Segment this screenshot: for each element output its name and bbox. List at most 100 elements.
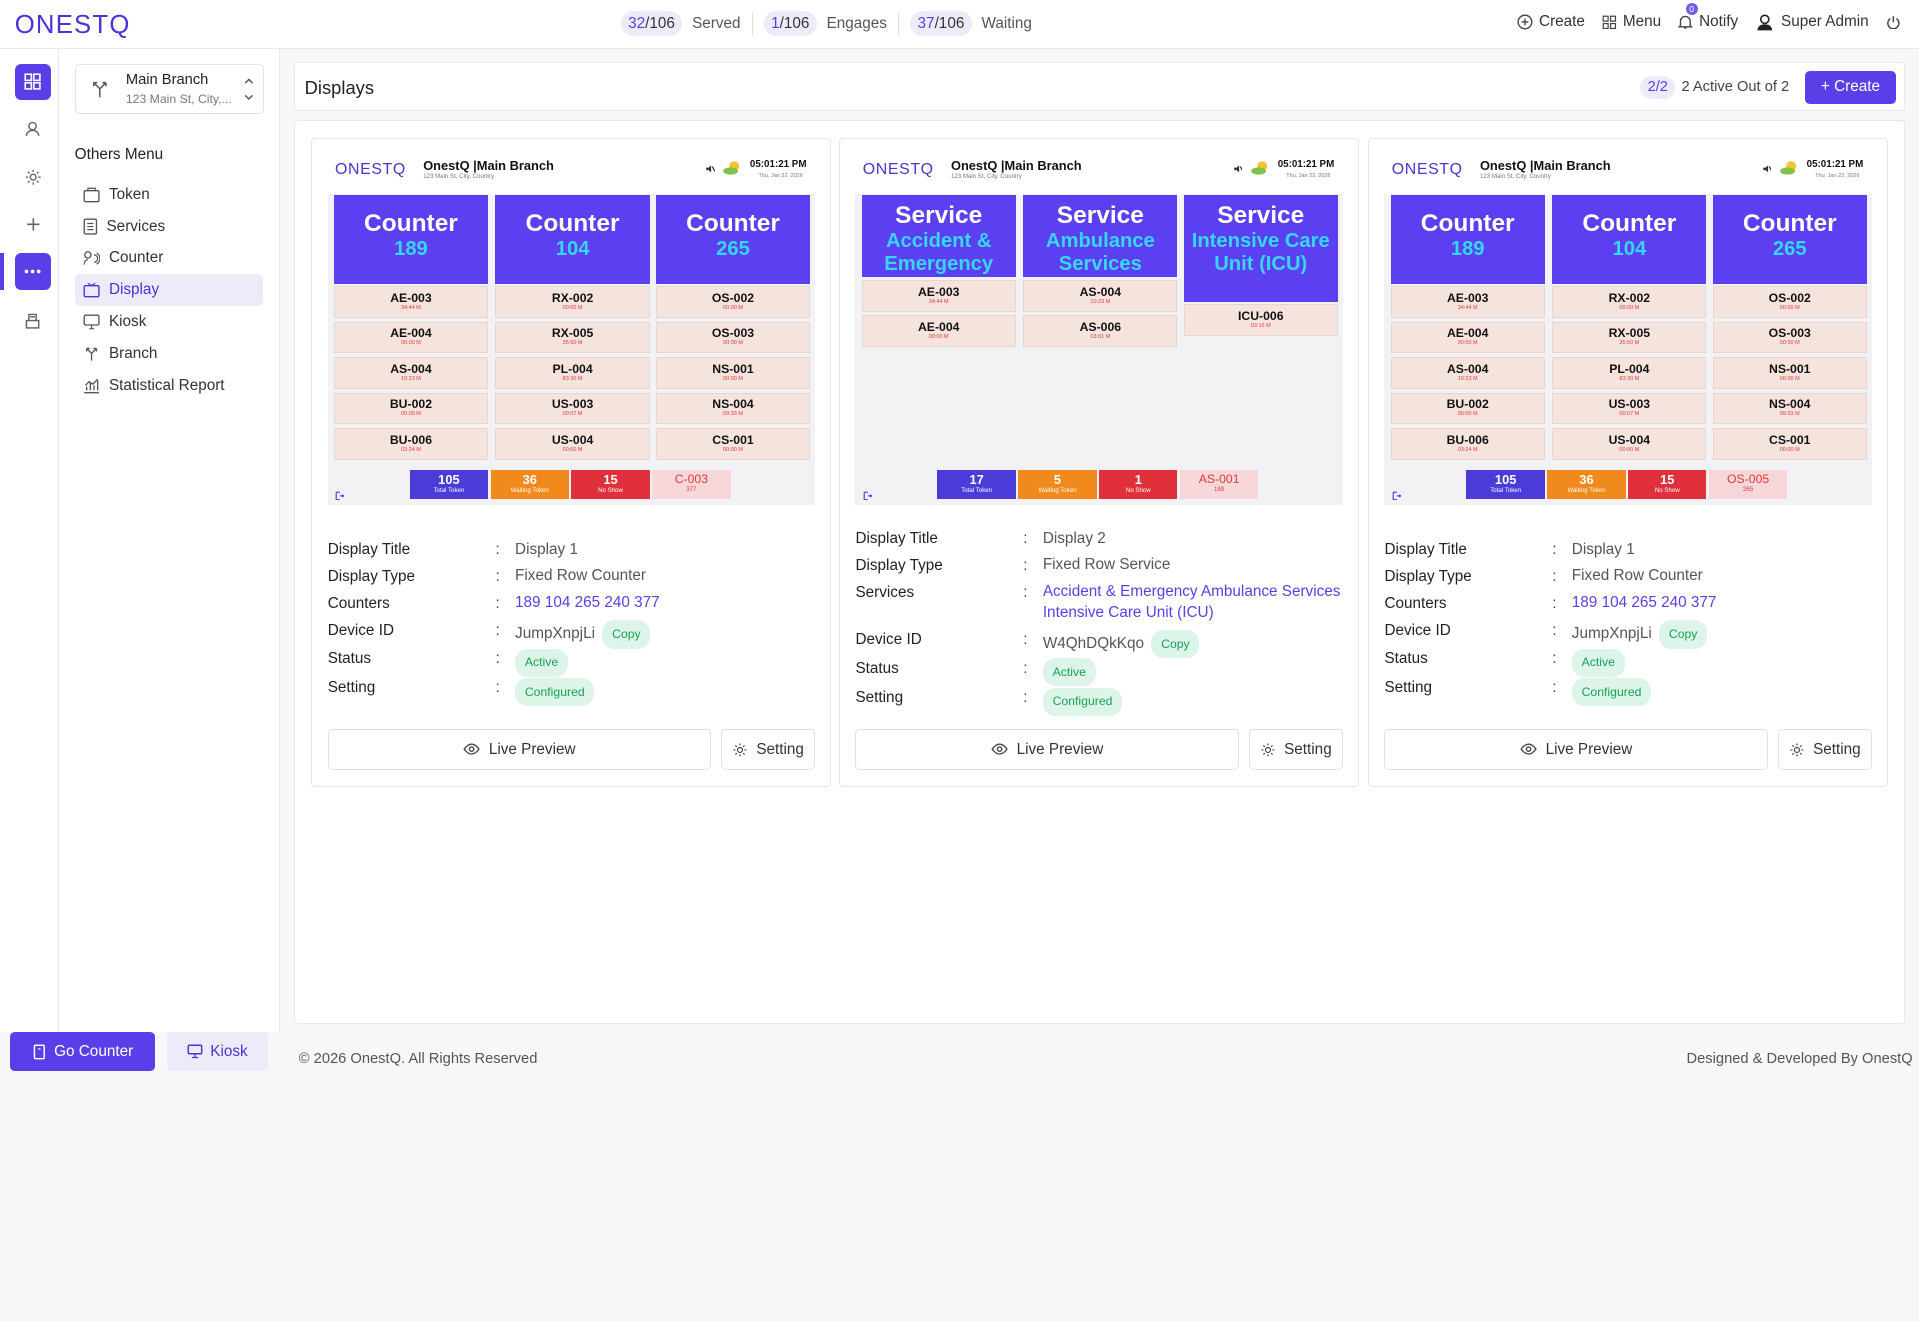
token-row: AS-004 10:23 M [1390, 357, 1545, 389]
token-time: 00:00 M [723, 446, 743, 453]
colon-separator: : [1552, 540, 1557, 558]
footer: © 2026 OnestQ. All Rights Reserved Desig… [280, 1038, 1918, 1080]
preview-date: Thu, Jan 22, 2026 [1286, 173, 1331, 180]
display-title-label: Display Title [855, 529, 938, 547]
app-logo[interactable]: ONESTQ [14, 11, 131, 40]
header-create-button[interactable]: Create [1517, 13, 1585, 31]
device-id-text: JumpXnpjLi [1571, 625, 1652, 643]
header-notify-button[interactable]: 0 Notify [1678, 3, 1738, 31]
sidebar-item-counter[interactable]: Counter [75, 242, 264, 274]
rail-dashboard-button[interactable] [14, 63, 52, 101]
display-title-label: Display Title [327, 540, 411, 558]
token-row: US-004 00:00 M [1552, 428, 1707, 460]
token-row: PL-004 83:30 M [495, 357, 650, 389]
sidebar-item-kiosk[interactable]: Kiosk [75, 306, 264, 338]
preview-time: 05:01:21 PM [1277, 158, 1335, 170]
stat-engages: 1/106 Engages [763, 11, 887, 37]
token-row: BU-006 03:24 M [333, 428, 489, 460]
token-time: 00:00 M [928, 334, 949, 341]
sidebar-item-services[interactable]: Services [75, 211, 264, 243]
colon-separator: : [1023, 688, 1028, 706]
summary-stat-box: 36 Waiting Token [490, 469, 569, 500]
preview-logo: ONESTQ [862, 161, 934, 179]
rail-add-button[interactable] [15, 206, 52, 243]
stat-value: C-003 [674, 472, 709, 487]
token-row: OS-003 00:00 M [655, 321, 811, 354]
setting-button[interactable]: Setting [1248, 729, 1343, 770]
services-icon [83, 218, 106, 235]
kiosk-button[interactable]: Kiosk [166, 1032, 269, 1072]
sidebar-item-branch[interactable]: Branch [75, 338, 264, 370]
copy-device-id-button[interactable]: Copy [602, 620, 651, 649]
plus-circle-icon [1517, 14, 1539, 30]
kiosk-icon [83, 314, 109, 330]
summary-stat-box: 15 No Show [571, 469, 650, 500]
setting-button[interactable]: Setting [720, 729, 816, 770]
mute-icon [1762, 164, 1772, 174]
displays-content: ONESTQ OnestQ |Main Branch 123 Main St, Ci… [293, 120, 1906, 1024]
services-list-value[interactable]: Accident & Emergency Ambulance Services … [1043, 582, 1343, 624]
token-number: OS-003 [711, 326, 755, 341]
report-icon [83, 378, 109, 394]
colon-separator: : [1023, 631, 1028, 649]
copy-device-id-button[interactable]: Copy [1659, 620, 1708, 649]
rail-ticket-button[interactable] [15, 302, 52, 339]
create-display-button[interactable]: + Create [1805, 70, 1896, 104]
icon-rail [0, 48, 59, 1033]
rail-settings-button[interactable] [15, 159, 52, 196]
display-type-value: Fixed Row Service [1043, 555, 1343, 576]
setting-button[interactable]: Setting [1777, 729, 1872, 770]
colon-separator: : [1552, 649, 1557, 667]
column-title: Service [1217, 201, 1305, 229]
stat-value: 5 [1053, 472, 1062, 488]
go-counter-button[interactable]: Go Counter [9, 1032, 156, 1072]
logout-button[interactable] [1886, 15, 1907, 30]
token-time: 10:23 M [401, 375, 421, 382]
token-time: 34:44 M [1457, 304, 1478, 311]
counters-list-value[interactable]: 189 104 265 240 377 [515, 593, 815, 614]
token-number: NS-004 [712, 397, 754, 412]
setting-status-badge: Configured [1042, 687, 1123, 716]
page-title-bar: Displays 2/2 2 Active Out of 2 + Create [293, 62, 1906, 112]
token-row: PL-004 83:30 M [1552, 357, 1707, 389]
token-number: PL-004 [1609, 361, 1650, 376]
status-label: Status [327, 649, 372, 667]
sidebar-item-token[interactable]: Token [75, 179, 264, 211]
user-menu[interactable]: Super Admin [1755, 12, 1869, 32]
rail-users-button[interactable] [15, 110, 52, 147]
live-preview-button[interactable]: Live Preview [1384, 729, 1768, 770]
status-label: Status [855, 659, 899, 677]
current-token-box: C-003 377 [652, 469, 731, 500]
weather-icon [1779, 160, 1799, 175]
ticket-machine-icon [24, 312, 41, 329]
live-preview-button[interactable]: Live Preview [327, 729, 711, 770]
services-list-text: Accident & Emergency Ambulance Services … [1042, 583, 1341, 622]
stat-served: 32/106 Served [620, 11, 741, 37]
token-number: AE-004 [1446, 326, 1489, 341]
gear-icon [1260, 742, 1284, 758]
mute-icon [1233, 164, 1243, 174]
setting-button-label: Setting [756, 740, 804, 758]
preview-branch-address: 123 Main St, City, Country [1479, 173, 1551, 181]
setting-status-label: Setting [855, 688, 904, 706]
device-id-value: W4QhDQkKqo Copy [1043, 630, 1343, 659]
setting-button-label: Setting [1284, 740, 1332, 758]
chevron-updown-icon [244, 77, 254, 101]
token-time: 09:33 M [1779, 411, 1800, 418]
display-column-header: Counter 265 [1712, 195, 1867, 284]
live-preview-button[interactable]: Live Preview [855, 729, 1239, 770]
rail-more-button[interactable] [14, 253, 52, 291]
copy-device-id-button[interactable]: Copy [1151, 630, 1200, 659]
sidebar-item-display[interactable]: Display [74, 274, 264, 307]
display-column-header: Counter 104 [1552, 195, 1707, 284]
sidebar-item-statistical-report[interactable]: Statistical Report [75, 370, 264, 402]
header-menu-button[interactable]: Menu [1602, 13, 1661, 31]
display-card: ONESTQ OnestQ |Main Branch 123 Main St, Ci… [838, 138, 1359, 788]
branch-selector[interactable]: Main Branch 123 Main St, City,... [74, 63, 265, 114]
counters-list-value[interactable]: 189 104 265 240 377 [1572, 593, 1872, 614]
token-time: 00:07 M [1619, 411, 1640, 418]
colon-separator: : [495, 540, 500, 558]
token-row: BU-002 00:00 M [333, 392, 489, 425]
summary-stat-box: 1 No Show [1099, 469, 1178, 500]
token-number: AE-003 [1446, 290, 1489, 305]
